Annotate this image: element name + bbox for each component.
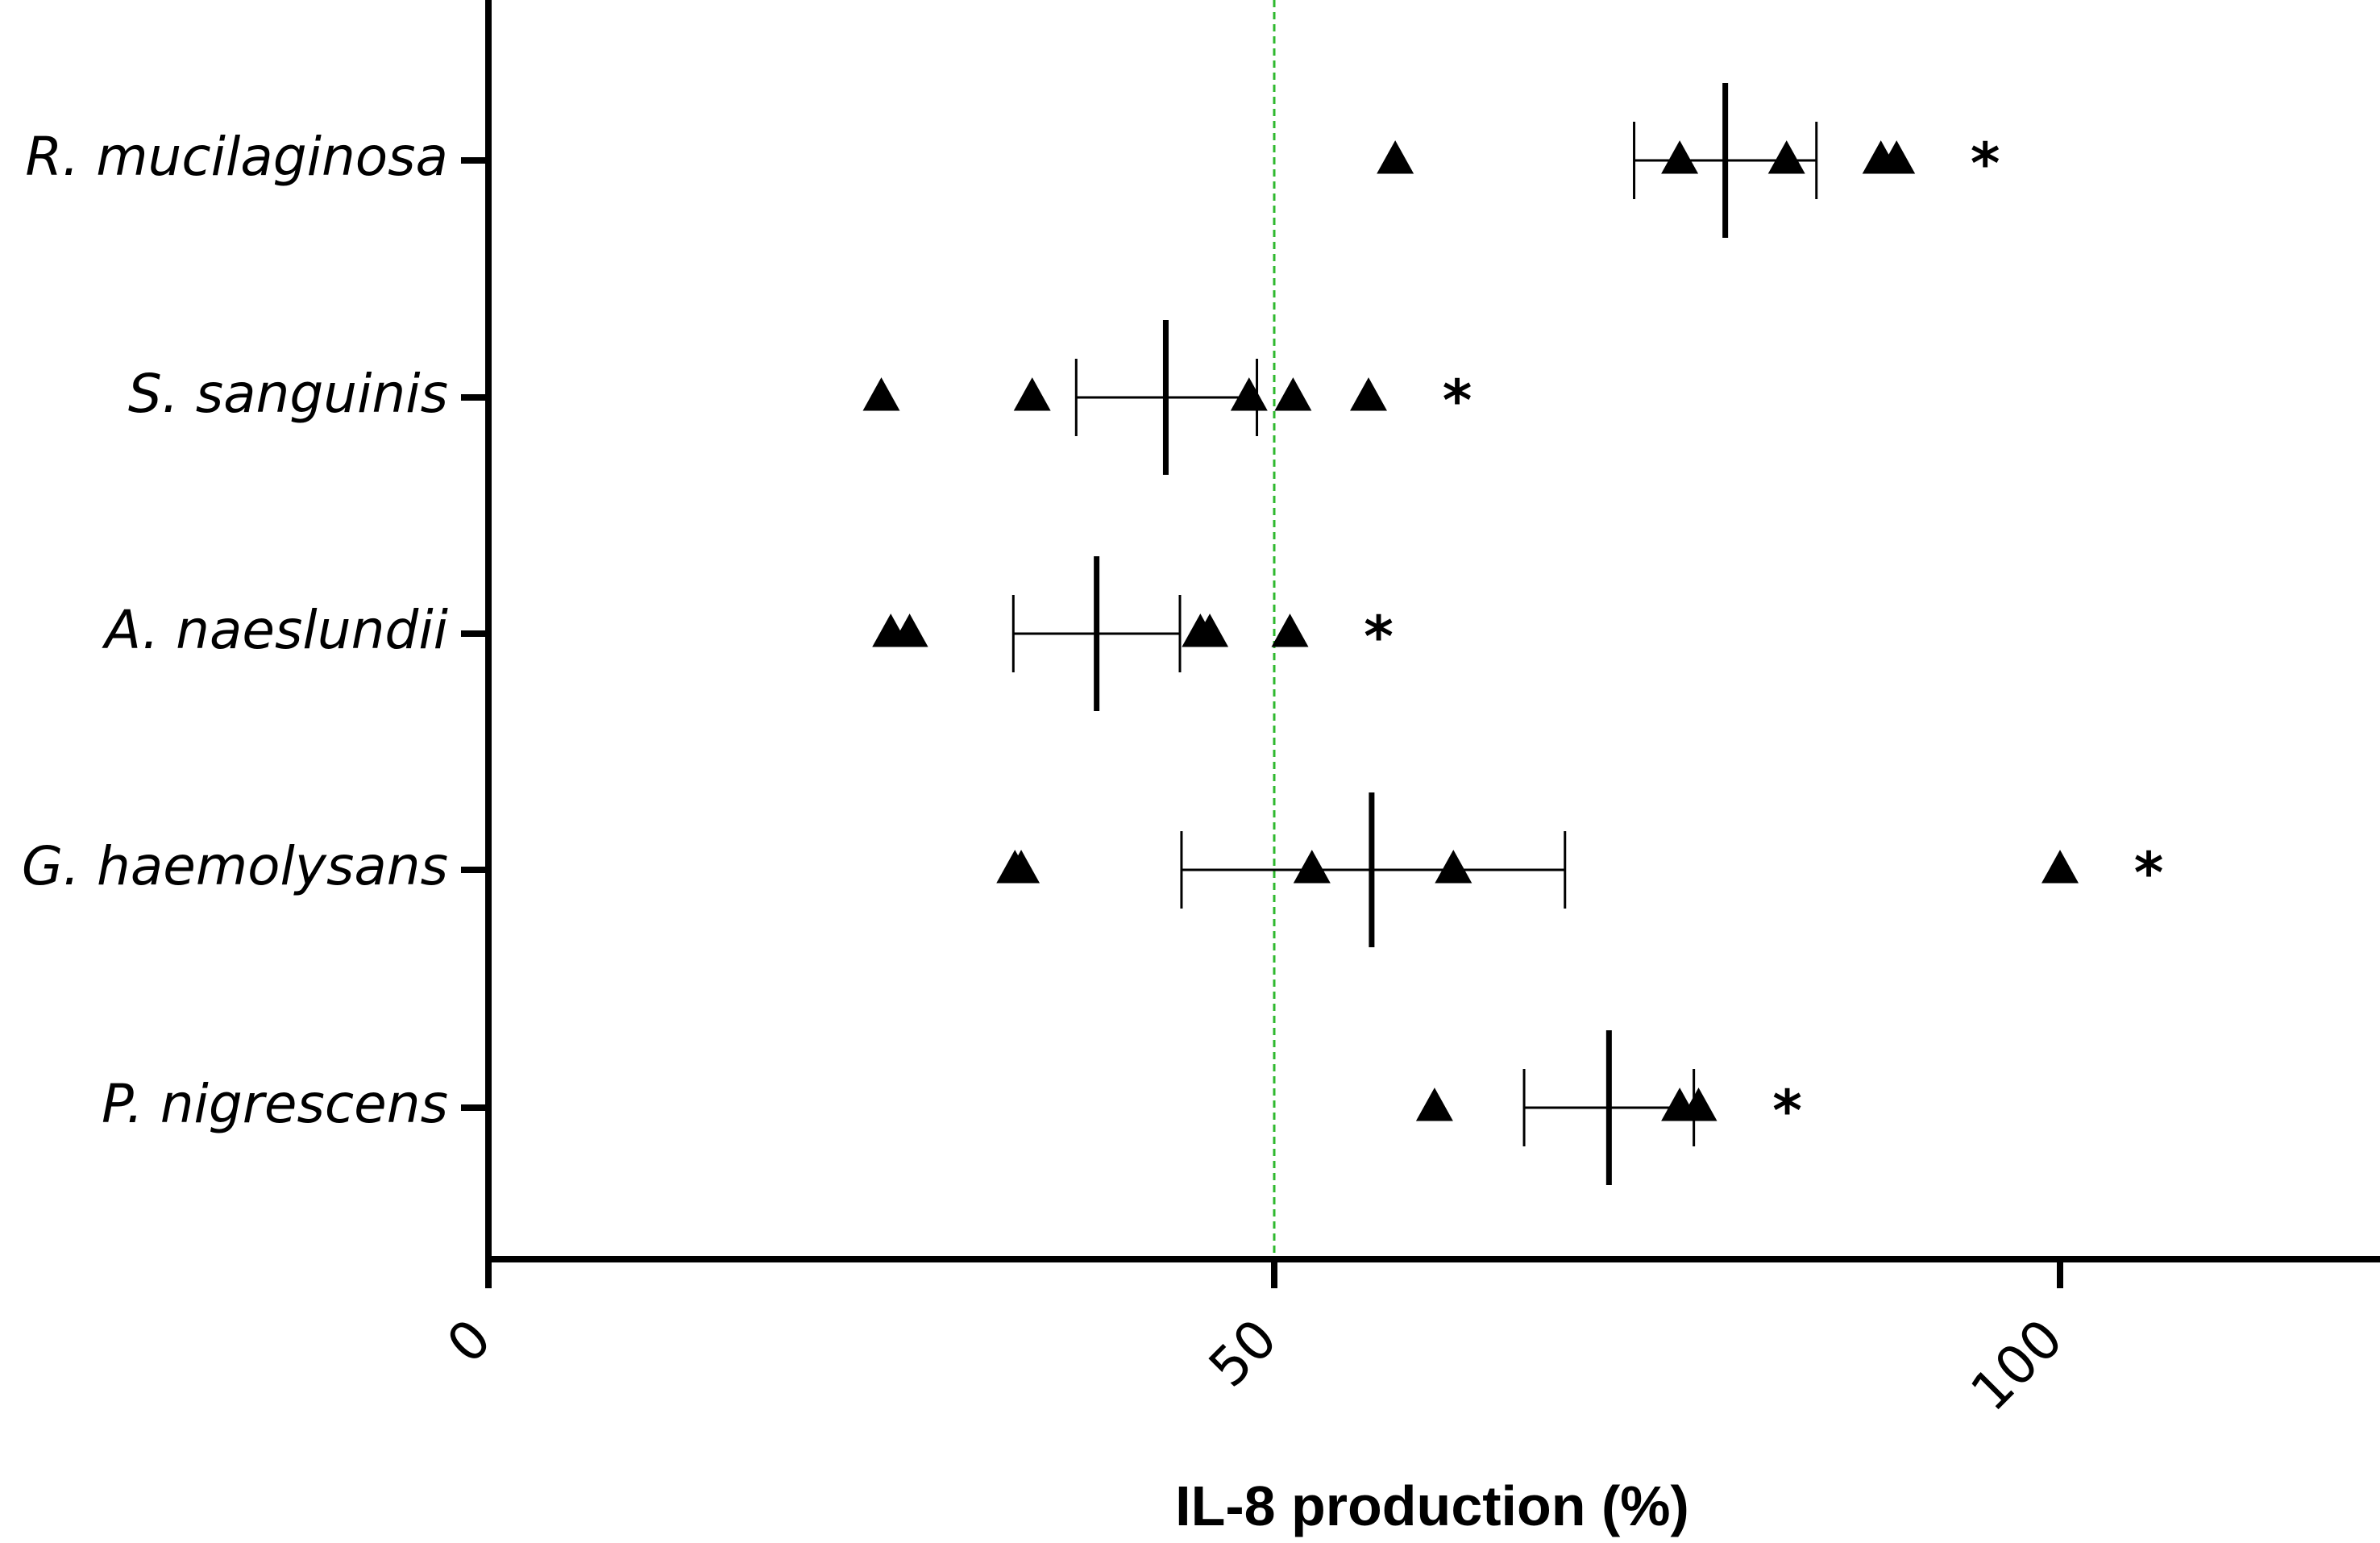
significance-marker: *	[1772, 1078, 1802, 1144]
data-point-triangle	[1680, 1088, 1718, 1121]
data-point-triangle	[1003, 850, 1040, 884]
data-point-triangle	[1661, 140, 1699, 174]
data-point-triangle	[1767, 140, 1805, 174]
data-point-triangle	[1271, 613, 1309, 647]
data-point-triangle	[891, 613, 928, 647]
data-point-triangle	[1293, 850, 1331, 884]
data-point-triangle	[1350, 377, 1387, 411]
data-point-triangle	[1274, 377, 1312, 411]
significance-marker: *	[2134, 840, 2164, 906]
data-point-triangle	[1415, 1088, 1453, 1121]
axes-layer: IL-8 production (%)	[485, 0, 2380, 1537]
significance-marker: *	[1971, 131, 2000, 197]
x-tick-label: 50	[1197, 1308, 1289, 1400]
data-point-triangle	[862, 377, 900, 411]
significance-marker: *	[1364, 604, 1394, 670]
category-label: P. nigrescens	[102, 1073, 448, 1135]
data-point-triangle	[1191, 613, 1229, 647]
data-point-triangle	[1013, 377, 1051, 411]
data-point-triangle	[2041, 850, 2079, 884]
x-tick-label: 0	[435, 1308, 503, 1375]
data-point-triangle	[1878, 140, 1916, 174]
x-tick-label: 100	[1959, 1308, 2075, 1424]
data-point-triangle	[1435, 850, 1472, 884]
category-label: G. haemolysans	[22, 835, 448, 897]
data-layer: * * * * *	[862, 83, 2164, 1185]
category-label: A. naeslundii	[102, 599, 449, 661]
significance-marker: *	[1443, 368, 1472, 434]
data-point-triangle	[1377, 140, 1414, 174]
category-label: R. mucilaginosa	[25, 126, 448, 188]
category-layer: R. mucilaginosa S. sanguinis A. naeslundii…	[22, 126, 488, 1135]
x-tick-layer: 0 50 100	[435, 1259, 2075, 1423]
category-label: S. sanguinis	[128, 363, 448, 425]
data-point-triangle	[1230, 377, 1268, 411]
x-axis-title: IL-8 production (%)	[1175, 1474, 1689, 1537]
